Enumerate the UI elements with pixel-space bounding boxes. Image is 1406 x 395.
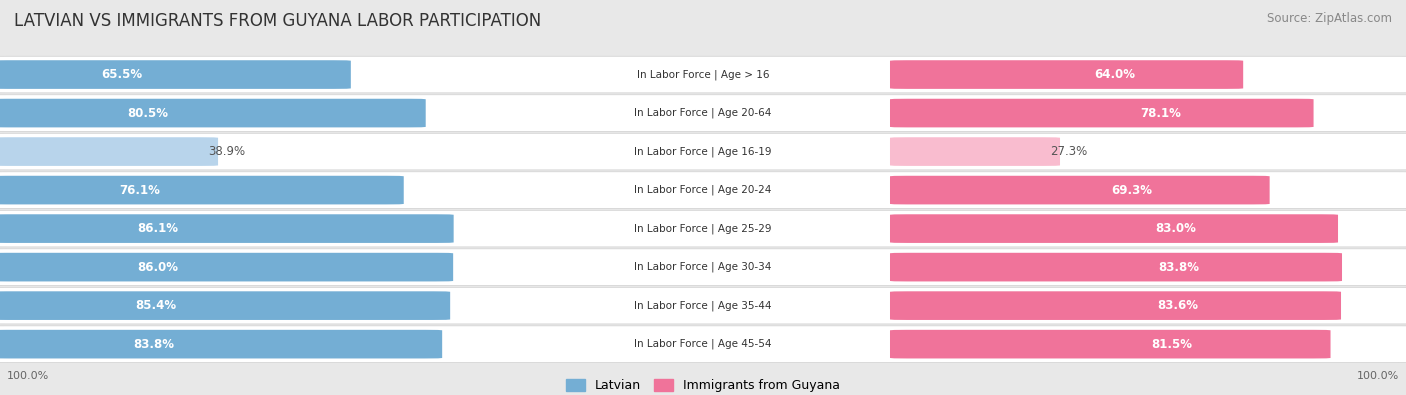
Text: 86.0%: 86.0% — [136, 261, 177, 274]
FancyBboxPatch shape — [0, 214, 454, 243]
FancyBboxPatch shape — [0, 56, 1406, 93]
FancyBboxPatch shape — [0, 249, 1406, 286]
Text: 100.0%: 100.0% — [7, 371, 49, 381]
FancyBboxPatch shape — [0, 291, 450, 320]
FancyBboxPatch shape — [0, 176, 404, 205]
Text: 86.1%: 86.1% — [136, 222, 179, 235]
Text: 64.0%: 64.0% — [1094, 68, 1135, 81]
Text: In Labor Force | Age 30-34: In Labor Force | Age 30-34 — [634, 262, 772, 273]
Text: 38.9%: 38.9% — [208, 145, 245, 158]
FancyBboxPatch shape — [890, 330, 1330, 359]
Text: In Labor Force | Age 16-19: In Labor Force | Age 16-19 — [634, 146, 772, 157]
Text: 27.3%: 27.3% — [1050, 145, 1087, 158]
FancyBboxPatch shape — [890, 214, 1339, 243]
Text: 65.5%: 65.5% — [101, 68, 142, 81]
Text: In Labor Force | Age > 16: In Labor Force | Age > 16 — [637, 69, 769, 80]
Text: LATVIAN VS IMMIGRANTS FROM GUYANA LABOR PARTICIPATION: LATVIAN VS IMMIGRANTS FROM GUYANA LABOR … — [14, 12, 541, 30]
FancyBboxPatch shape — [0, 326, 1406, 363]
FancyBboxPatch shape — [0, 60, 352, 89]
Text: 83.6%: 83.6% — [1157, 299, 1198, 312]
Text: In Labor Force | Age 45-54: In Labor Force | Age 45-54 — [634, 339, 772, 350]
Text: 83.8%: 83.8% — [1159, 261, 1199, 274]
Text: 78.1%: 78.1% — [1140, 107, 1181, 120]
FancyBboxPatch shape — [890, 137, 1060, 166]
Text: In Labor Force | Age 25-29: In Labor Force | Age 25-29 — [634, 223, 772, 234]
Text: 76.1%: 76.1% — [120, 184, 160, 197]
Text: 83.8%: 83.8% — [134, 338, 174, 351]
FancyBboxPatch shape — [0, 287, 1406, 324]
Text: In Labor Force | Age 20-64: In Labor Force | Age 20-64 — [634, 108, 772, 118]
FancyBboxPatch shape — [0, 95, 1406, 132]
Text: 85.4%: 85.4% — [135, 299, 177, 312]
FancyBboxPatch shape — [890, 176, 1270, 205]
FancyBboxPatch shape — [0, 137, 218, 166]
Text: 80.5%: 80.5% — [127, 107, 169, 120]
Text: 69.3%: 69.3% — [1111, 184, 1152, 197]
Text: Source: ZipAtlas.com: Source: ZipAtlas.com — [1267, 12, 1392, 25]
FancyBboxPatch shape — [0, 253, 453, 282]
FancyBboxPatch shape — [0, 210, 1406, 247]
FancyBboxPatch shape — [0, 172, 1406, 209]
Legend: Latvian, Immigrants from Guyana: Latvian, Immigrants from Guyana — [561, 374, 845, 395]
FancyBboxPatch shape — [890, 60, 1243, 89]
FancyBboxPatch shape — [890, 99, 1313, 128]
FancyBboxPatch shape — [0, 330, 441, 359]
Text: In Labor Force | Age 20-24: In Labor Force | Age 20-24 — [634, 185, 772, 196]
FancyBboxPatch shape — [0, 133, 1406, 170]
FancyBboxPatch shape — [890, 291, 1341, 320]
FancyBboxPatch shape — [0, 99, 426, 128]
FancyBboxPatch shape — [890, 253, 1341, 282]
Text: 83.0%: 83.0% — [1156, 222, 1197, 235]
Text: 81.5%: 81.5% — [1150, 338, 1192, 351]
Text: 100.0%: 100.0% — [1357, 371, 1399, 381]
Text: In Labor Force | Age 35-44: In Labor Force | Age 35-44 — [634, 300, 772, 311]
